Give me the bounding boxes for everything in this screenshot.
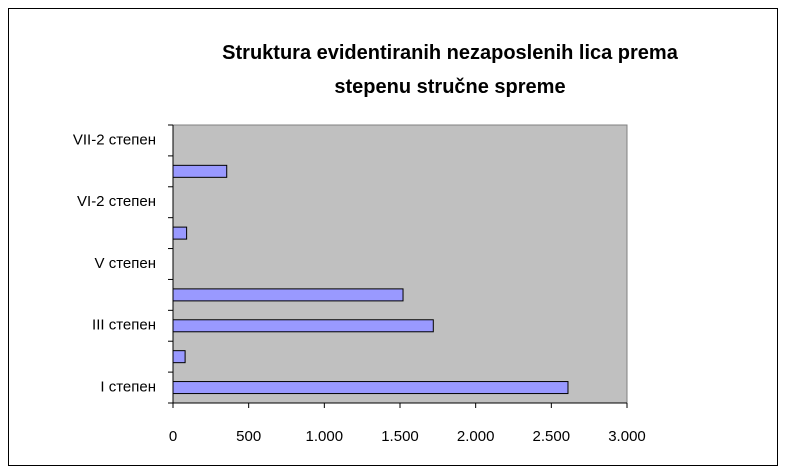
y-tick-label: VII-2 степен bbox=[73, 131, 156, 148]
bar bbox=[172, 226, 188, 240]
x-tick-label: 0 bbox=[169, 428, 177, 445]
x-tick-label: 3.000 bbox=[608, 428, 646, 445]
x-tick-label: 1.500 bbox=[381, 428, 419, 445]
chart-title: Struktura evidentiranih nezaposlenih lic… bbox=[222, 42, 678, 98]
x-tick-label: 1.000 bbox=[306, 428, 344, 445]
x-tick-label: 2.500 bbox=[533, 428, 571, 445]
bar bbox=[172, 164, 228, 178]
bar bbox=[172, 381, 569, 395]
x-tick-label: 500 bbox=[236, 428, 261, 445]
x-tick-label: 2.000 bbox=[457, 428, 495, 445]
plot-area bbox=[172, 124, 628, 404]
y-tick-label: V степен bbox=[95, 255, 156, 272]
bar bbox=[172, 350, 186, 364]
bar bbox=[172, 319, 434, 333]
y-tick-label: III степен bbox=[92, 317, 156, 334]
y-tick-label: I степен bbox=[100, 379, 156, 396]
y-tick-label: VI-2 степен bbox=[77, 193, 156, 210]
bar bbox=[172, 288, 404, 302]
